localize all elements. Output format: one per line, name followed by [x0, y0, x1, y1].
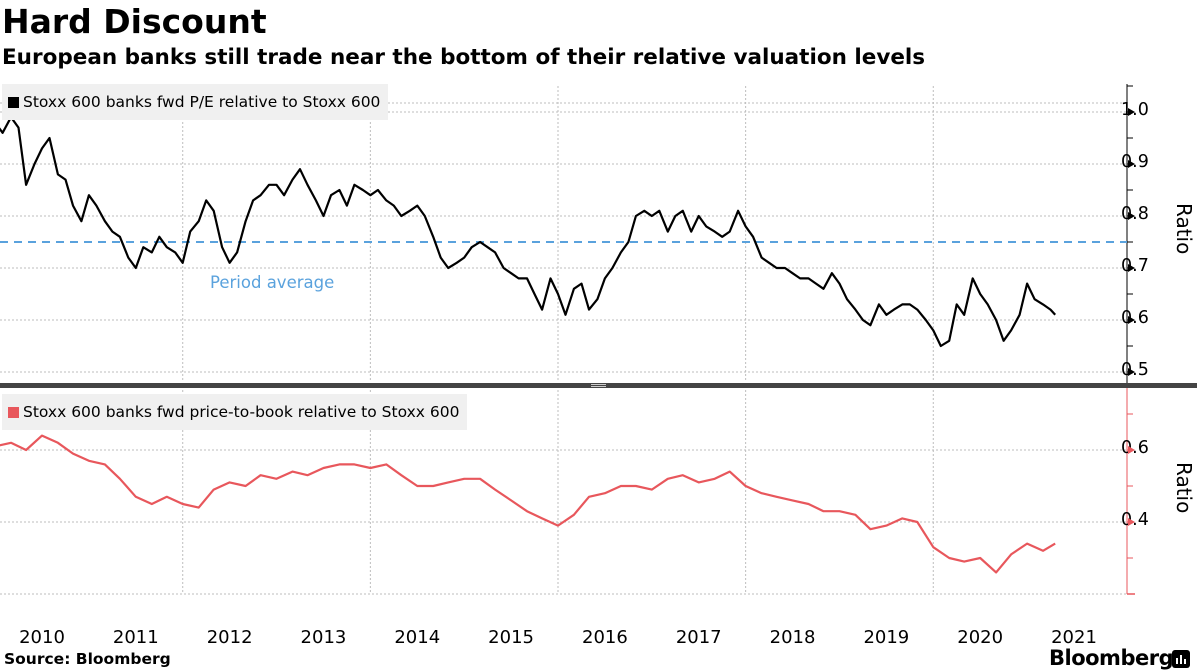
x-tick-label: 2017	[675, 627, 722, 648]
grid-top-panel	[0, 86, 1127, 380]
legend-label-pb: Stoxx 600 banks fwd price-to-book relati…	[23, 403, 460, 421]
x-tick-label: 2019	[863, 627, 910, 648]
chart-title: Hard Discount	[2, 2, 267, 41]
y-tick-marker	[1128, 518, 1135, 526]
y-tick-marker	[1128, 316, 1135, 324]
source-note: Source: Bloomberg	[4, 650, 171, 668]
y-axis-label-bottom: Ratio	[1172, 462, 1196, 514]
pb-line	[0, 434, 1056, 574]
x-tick-label: 2012	[206, 627, 253, 648]
period-average-label: Period average	[210, 273, 335, 292]
x-tick-label: 2016	[582, 627, 628, 648]
y-tick-marker	[1128, 264, 1135, 272]
x-tick-label: 2010	[19, 627, 65, 648]
x-tick-label: 2011	[112, 627, 159, 648]
grid-bottom-panel	[0, 390, 1127, 595]
x-tick-label: 2021	[1051, 627, 1097, 648]
y-tick-marker	[1128, 108, 1135, 116]
legend-pb: Stoxx 600 banks fwd price-to-book relati…	[2, 394, 468, 430]
legend-swatch-pb	[8, 407, 19, 418]
pe-line	[0, 116, 1057, 348]
y-tick-marker	[1128, 212, 1135, 220]
x-tick-label: 2013	[300, 627, 347, 648]
axes	[0, 84, 1197, 595]
legend-swatch-pe	[8, 97, 19, 108]
divider-handle	[591, 384, 606, 385]
legend-pe: Stoxx 600 banks fwd P/E relative to Stox…	[2, 84, 389, 120]
x-tick-label: 2018	[769, 627, 816, 648]
bloomberg-terminal-icon	[1172, 650, 1190, 668]
y-tick-marker	[1128, 446, 1135, 454]
chart-subtitle: European banks still trade near the bott…	[2, 45, 926, 70]
y-axis-label-top: Ratio	[1172, 203, 1196, 255]
legend-label-pe: Stoxx 600 banks fwd P/E relative to Stox…	[23, 93, 381, 111]
x-tick-label: 2014	[394, 627, 441, 648]
series-pb	[0, 434, 1056, 574]
divider-handle	[591, 386, 606, 387]
x-tick-label: 2020	[957, 627, 1004, 648]
bloomberg-logo: Bloomberg	[1049, 646, 1174, 670]
x-tick-label: 2015	[488, 627, 534, 648]
series-pe	[0, 116, 1057, 348]
panel-divider	[0, 383, 1197, 388]
y-tick-marker	[1128, 160, 1135, 168]
y-tick-marker	[1128, 368, 1135, 376]
